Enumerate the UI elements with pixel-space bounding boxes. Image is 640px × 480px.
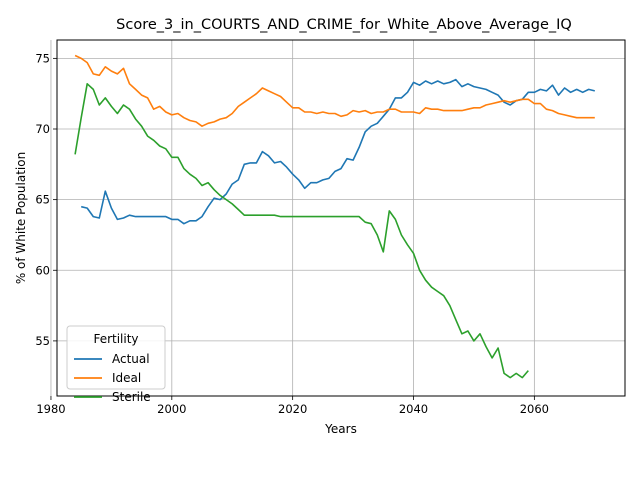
y-axis-label: % of White Population: [14, 152, 28, 284]
y-tick-label: 65: [35, 193, 50, 207]
chart-title: Score_3_in_COURTS_AND_CRIME_for_White_Ab…: [116, 17, 572, 33]
series-line-sterile: [74, 83, 529, 379]
x-tick-label: 2040: [399, 402, 428, 416]
series-line-actual: [81, 78, 595, 225]
legend-label-sterile: Sterile: [112, 390, 151, 404]
y-tick-label: 60: [35, 263, 50, 277]
y-tick-label: 75: [35, 51, 50, 65]
series-line-ideal: [74, 54, 595, 127]
legend: Fertility Actual Ideal Sterile: [66, 325, 166, 404]
legend-title: Fertility: [93, 332, 138, 346]
x-axis-label: Years: [324, 422, 357, 436]
x-axis: 1980 2000 2020 2040 2060: [36, 396, 549, 416]
x-tick-label: 2060: [520, 402, 549, 416]
y-tick-label: 55: [35, 334, 50, 348]
y-tick-label: 70: [35, 122, 50, 136]
x-tick-label: 1980: [36, 402, 65, 416]
legend-label-ideal: Ideal: [112, 371, 141, 385]
y-axis: 55 60 65 70 75: [35, 51, 57, 348]
x-tick-label: 2000: [157, 402, 186, 416]
legend-box: [66, 325, 166, 390]
series-layer: [74, 54, 595, 379]
plot-frame: [56, 39, 626, 397]
legend-label-actual: Actual: [112, 352, 150, 366]
x-tick-label: 2020: [278, 402, 307, 416]
